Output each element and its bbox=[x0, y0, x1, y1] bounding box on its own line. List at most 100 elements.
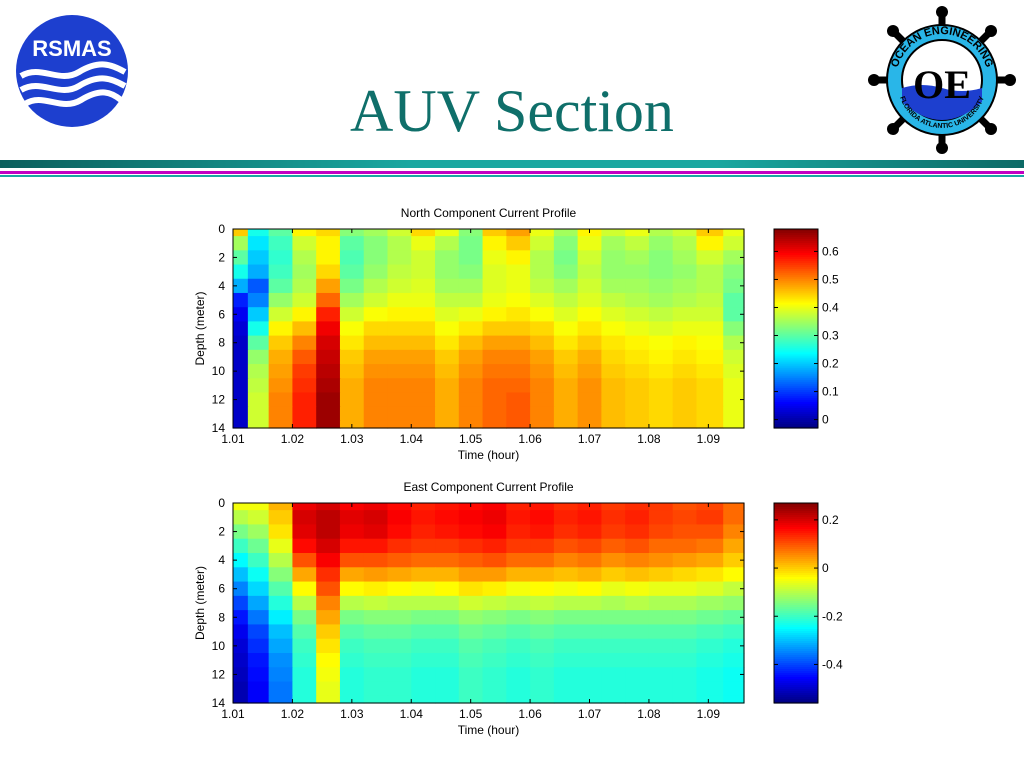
heatmap-cell bbox=[506, 406, 531, 422]
heatmap-cell bbox=[316, 653, 341, 668]
divider-magenta bbox=[0, 171, 1024, 174]
heatmap-cell bbox=[435, 250, 460, 266]
heatmap-cell bbox=[672, 292, 698, 308]
heatmap-cell bbox=[506, 349, 531, 365]
heatmap-cell bbox=[458, 335, 484, 351]
heatmap-cell bbox=[233, 264, 249, 280]
y-tick-label: 10 bbox=[212, 639, 226, 653]
colorbar-segment bbox=[774, 529, 818, 532]
heatmap-cell bbox=[363, 264, 389, 280]
heatmap-cell bbox=[482, 567, 507, 583]
colorbar-segment bbox=[774, 535, 818, 538]
heatmap-cell bbox=[696, 553, 724, 568]
heatmap-cell bbox=[530, 624, 555, 640]
colorbar-segment bbox=[774, 691, 818, 694]
colorbar-segment bbox=[774, 625, 818, 628]
colorbar-segment bbox=[774, 693, 818, 696]
heatmap-cell bbox=[233, 581, 249, 597]
colorbar-segment bbox=[774, 408, 818, 411]
heatmap-cell bbox=[625, 524, 650, 540]
heatmap-cell bbox=[482, 510, 507, 526]
colorbar-tick-label: 0.5 bbox=[822, 272, 839, 286]
heatmap-cell bbox=[601, 406, 626, 422]
heatmap-cell bbox=[723, 567, 745, 583]
colorbar-segment bbox=[774, 278, 818, 282]
heatmap-cell bbox=[363, 378, 389, 394]
heatmap-cell bbox=[696, 638, 724, 654]
colorbar-tick-label: 0.3 bbox=[822, 329, 839, 343]
heatmap-cell bbox=[411, 364, 436, 379]
heatmap-cell bbox=[506, 229, 531, 237]
heatmap-cell bbox=[723, 236, 745, 251]
heatmap-cell bbox=[530, 610, 555, 626]
heatmap-cell bbox=[339, 667, 365, 683]
heatmap-cell bbox=[553, 229, 579, 237]
heatmap-cell bbox=[601, 503, 626, 511]
heatmap-cell bbox=[601, 321, 626, 337]
heatmap-cell bbox=[316, 610, 341, 626]
heatmap-cell bbox=[411, 510, 436, 526]
heatmap-cell bbox=[648, 229, 674, 237]
colorbar-segment bbox=[774, 364, 818, 367]
heatmap-cell bbox=[672, 667, 698, 683]
heatmap-cell bbox=[339, 321, 365, 337]
heatmap-cell bbox=[553, 378, 579, 394]
heatmap-cell bbox=[482, 264, 507, 280]
heatmap-cell bbox=[435, 610, 460, 626]
heatmap-cell bbox=[458, 236, 484, 251]
heatmap-cell bbox=[577, 581, 602, 597]
heatmap-cell bbox=[387, 538, 412, 554]
heatmap-cell bbox=[625, 638, 650, 654]
heatmap-cell bbox=[387, 378, 412, 394]
heatmap-cell bbox=[268, 695, 294, 704]
heatmap-cell bbox=[247, 392, 270, 408]
heatmap-cell bbox=[723, 292, 745, 308]
heatmap-cell bbox=[601, 624, 626, 640]
heatmap-cell bbox=[292, 392, 317, 408]
heatmap-cell bbox=[625, 681, 650, 697]
heatmap-cell bbox=[233, 667, 249, 683]
colorbar-segment bbox=[774, 398, 818, 401]
x-tick-label: 1.09 bbox=[697, 707, 721, 721]
colorbar-segment bbox=[774, 352, 818, 355]
heatmap-cell bbox=[268, 581, 294, 597]
heatmap-cell bbox=[292, 681, 317, 697]
colorbar-segment bbox=[774, 543, 818, 546]
colorbar-segment bbox=[774, 390, 818, 393]
heatmap-cell bbox=[387, 681, 412, 697]
heatmap-cell bbox=[458, 278, 484, 294]
y-axis-label: Depth (meter) bbox=[193, 291, 207, 365]
heatmap-cell bbox=[435, 335, 460, 351]
heatmap-cell bbox=[339, 510, 365, 526]
heatmap-cell bbox=[268, 510, 294, 526]
heatmap-cell bbox=[672, 695, 698, 704]
heatmap-cell bbox=[482, 364, 507, 379]
heatmap-cell bbox=[696, 335, 724, 351]
heatmap-cell bbox=[672, 624, 698, 640]
heatmap-cell bbox=[339, 610, 365, 626]
heatmap-cell bbox=[292, 278, 317, 294]
heatmap-cell bbox=[247, 538, 270, 554]
heatmap-cell bbox=[292, 378, 317, 394]
heatmap-cell bbox=[268, 264, 294, 280]
heatmap-cell bbox=[648, 695, 674, 704]
colorbar-segment bbox=[774, 302, 818, 306]
heatmap-cell bbox=[648, 538, 674, 554]
colorbar-segment bbox=[774, 545, 818, 548]
heatmap-cell bbox=[601, 278, 626, 294]
heatmap-cell bbox=[530, 264, 555, 280]
heatmap-cell bbox=[577, 524, 602, 540]
colorbar-segment bbox=[774, 234, 818, 238]
heatmap-cell bbox=[577, 321, 602, 337]
colorbar-segment bbox=[774, 426, 818, 429]
heatmap-cell bbox=[672, 229, 698, 237]
x-tick-label: 1.01 bbox=[221, 707, 245, 721]
colorbar-segment bbox=[774, 416, 818, 419]
heatmap-cell bbox=[458, 378, 484, 394]
heatmap-cell bbox=[458, 681, 484, 697]
heatmap-cell bbox=[625, 503, 650, 511]
colorbar-segment bbox=[774, 591, 818, 594]
heatmap-cell bbox=[316, 392, 341, 408]
heatmap-cell bbox=[363, 538, 389, 554]
rsmas-logo-text: RSMAS bbox=[32, 36, 111, 61]
